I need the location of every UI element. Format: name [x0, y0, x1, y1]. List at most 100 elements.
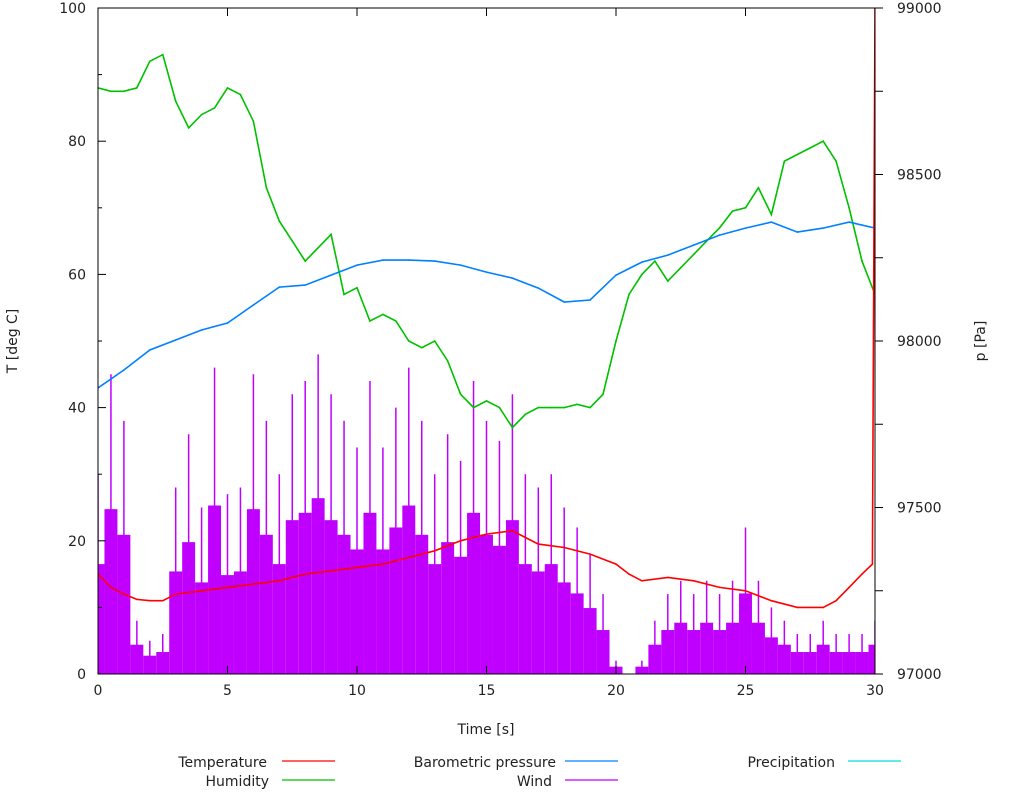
- y-tick-label: 20: [68, 534, 86, 550]
- legend-label-wind: Wind: [517, 774, 552, 790]
- data-point: [252, 583, 255, 585]
- x-tick-label: 20: [607, 683, 625, 699]
- data-point: [718, 234, 721, 236]
- data-point: [110, 90, 112, 93]
- data-point: [252, 304, 255, 306]
- data-point: [446, 360, 449, 362]
- data-point: [304, 260, 307, 262]
- data-point: [459, 393, 462, 396]
- data-point: [187, 127, 190, 129]
- data-point: [485, 533, 488, 535]
- series-group: [98, 8, 875, 674]
- data-point: [343, 293, 345, 296]
- series-humidity: [98, 53, 875, 429]
- data-point: [420, 346, 423, 349]
- data-point: [161, 599, 164, 602]
- data-point: [654, 260, 656, 262]
- data-point: [783, 160, 786, 162]
- data-point: [692, 244, 695, 246]
- data-point: [226, 322, 229, 324]
- data-point: [822, 140, 824, 142]
- data-point: [136, 598, 138, 601]
- data-point: [692, 579, 695, 582]
- data-point: [589, 299, 591, 301]
- y-tick-label: 60: [68, 267, 86, 283]
- data-point: [796, 606, 799, 609]
- data-point: [537, 406, 540, 409]
- data-point: [408, 340, 410, 342]
- data-point: [537, 543, 540, 545]
- data-point: [382, 313, 384, 316]
- legend-label-temperature: Temperature: [177, 755, 267, 771]
- data-point: [161, 53, 164, 56]
- data-point: [848, 207, 850, 209]
- data-point: [679, 266, 682, 269]
- data-point: [369, 320, 371, 322]
- data-point: [628, 293, 630, 296]
- series-line: [98, 8, 875, 609]
- data-point: [317, 246, 319, 249]
- data-point: [667, 280, 669, 282]
- data-point: [744, 207, 747, 209]
- wind-bar-fill: [868, 644, 875, 674]
- data-point: [278, 220, 281, 222]
- data-point: [213, 107, 216, 109]
- data-point: [641, 579, 643, 582]
- data-point: [692, 253, 695, 256]
- data-point: [589, 406, 591, 409]
- wind-bar-fill: [98, 564, 105, 674]
- data-point: [459, 540, 462, 542]
- data-point: [174, 100, 177, 103]
- data-point: [472, 406, 475, 409]
- data-point: [330, 569, 332, 572]
- y-tick-label: 0: [77, 667, 86, 683]
- data-point: [628, 573, 630, 575]
- data-point: [563, 546, 565, 549]
- y-tick-label: 40: [68, 401, 86, 417]
- legend: Temperature Humidity Barometric pressure…: [177, 755, 901, 790]
- data-point: [278, 286, 281, 288]
- data-point: [718, 586, 721, 589]
- data-point: [356, 286, 358, 289]
- y-axis-label: T [deg C]: [5, 309, 21, 375]
- legend-label-humidity: Humidity: [206, 774, 269, 790]
- axes: 0 5 10 15 20 25 30 0 20 40 60 80 100 97000 97500 98000 9…: [59, 1, 941, 699]
- data-point: [667, 576, 669, 579]
- data-point: [239, 93, 242, 96]
- data-point: [433, 549, 436, 552]
- data-point: [822, 606, 824, 609]
- y2-tick-label: 98000: [897, 334, 942, 350]
- data-point: [382, 259, 384, 261]
- y2-axis-label: p [Pa]: [973, 321, 989, 362]
- data-point: [718, 226, 721, 229]
- data-point: [861, 573, 863, 575]
- data-point: [615, 274, 617, 276]
- data-point: [524, 536, 527, 539]
- data-point: [408, 259, 410, 261]
- x-tick-label: 15: [478, 683, 496, 699]
- data-point: [226, 586, 229, 589]
- data-point: [796, 153, 799, 156]
- data-point: [589, 553, 591, 555]
- data-point: [149, 60, 151, 63]
- data-point: [265, 187, 268, 189]
- data-point: [356, 264, 358, 266]
- data-point: [123, 593, 125, 595]
- data-point: [871, 563, 874, 565]
- data-point: [149, 599, 151, 602]
- data-point: [537, 287, 540, 289]
- x-tick-label: 5: [223, 683, 232, 699]
- data-point: [123, 369, 125, 371]
- series-wind: [98, 354, 875, 674]
- data-point: [511, 530, 514, 532]
- y-tick-label: 80: [68, 134, 86, 150]
- data-point: [641, 273, 643, 276]
- data-point: [433, 260, 436, 262]
- data-point: [408, 556, 410, 559]
- data-point: [511, 426, 514, 429]
- data-point: [615, 340, 617, 342]
- data-point: [459, 264, 462, 266]
- data-point: [770, 221, 773, 223]
- data-point: [861, 260, 863, 262]
